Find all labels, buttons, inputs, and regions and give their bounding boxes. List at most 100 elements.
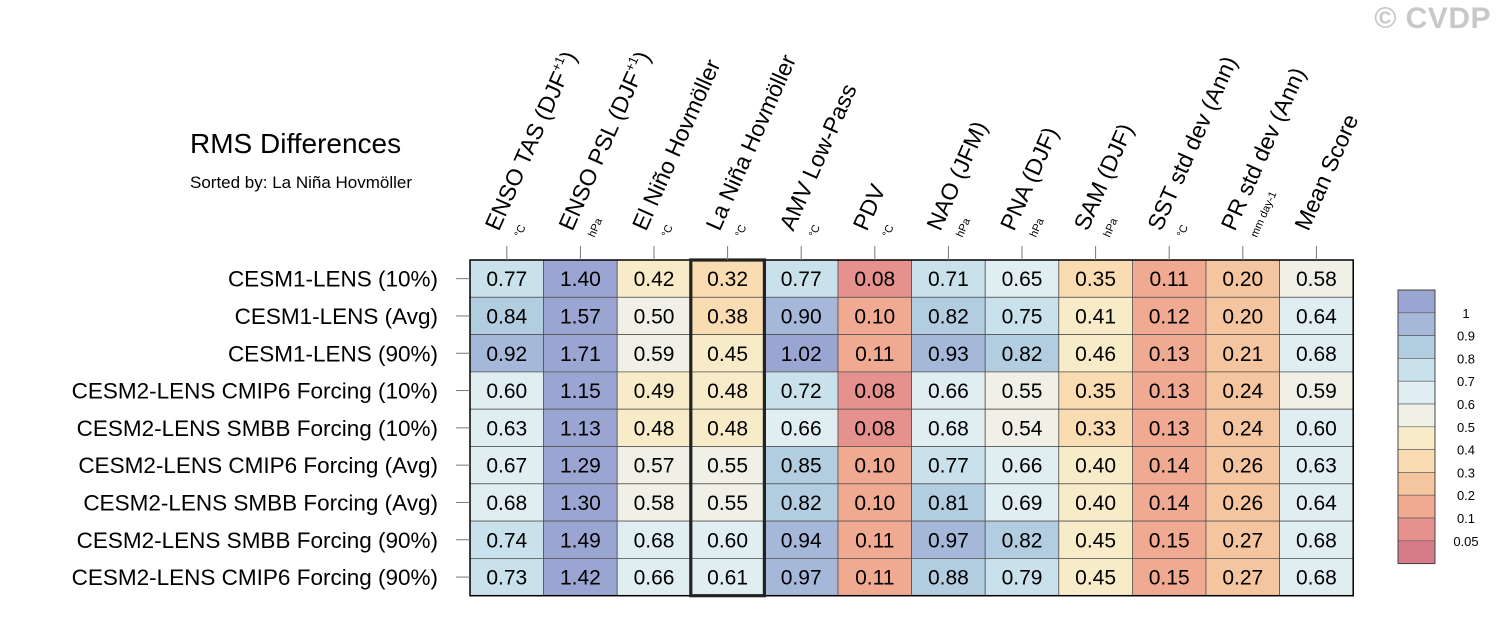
column-label: Mean Score	[1289, 110, 1363, 234]
column-label: NAO (JFM)	[921, 117, 992, 234]
heatmap-cell	[690, 446, 765, 485]
heatmap-cell	[1205, 296, 1280, 335]
heatmap-cell	[690, 334, 765, 373]
cell-value-label: 0.72	[781, 380, 822, 403]
cell-value-label: 0.45	[1075, 567, 1116, 590]
heatmap-cell	[469, 558, 544, 597]
column-unit-label: hPa	[586, 216, 605, 240]
heatmap-cell	[1205, 259, 1280, 298]
cell-value-label: 0.13	[1149, 417, 1190, 440]
colorbar-tick-label: 0.8	[1457, 351, 1475, 366]
cell-value-label: 0.74	[486, 529, 527, 552]
cell-value-label: 0.46	[1075, 343, 1116, 366]
cell-value-label: 0.97	[781, 567, 822, 590]
cell-value-label: 0.15	[1149, 529, 1190, 552]
cell-value-label: 0.08	[854, 417, 895, 440]
cell-value-label: 0.20	[1222, 305, 1263, 328]
heatmap-cell	[1058, 296, 1133, 335]
cell-value-label: 0.93	[928, 343, 969, 366]
column-unit-label: °C	[807, 223, 823, 239]
row-label: CESM2-LENS CMIP6 Forcing (90%)	[72, 565, 438, 590]
heatmap-cell	[837, 408, 912, 447]
cell-value-label: 1.30	[560, 492, 601, 515]
cell-value-label: 0.35	[1075, 380, 1116, 403]
cell-value-label: 0.64	[1296, 492, 1337, 515]
heatmap-cell	[469, 446, 544, 485]
cell-value-label: 1.57	[560, 305, 601, 328]
cell-value-label: 0.82	[1002, 529, 1043, 552]
cell-value-label: 0.82	[928, 305, 969, 328]
column-unit-label: °C	[733, 223, 749, 239]
cell-value-label: 0.50	[634, 305, 675, 328]
heatmap-cell	[984, 446, 1060, 485]
cell-value-label: 0.10	[854, 305, 895, 328]
heatmap-cell	[1205, 558, 1280, 597]
heatmap-cell	[1132, 408, 1207, 447]
row-label: CESM1-LENS (10%)	[228, 267, 438, 292]
heatmap-cell	[543, 483, 618, 522]
cell-value-label: 0.55	[707, 492, 748, 515]
cell-value-label: 0.54	[1002, 417, 1043, 440]
cell-value-label: 0.14	[1149, 455, 1190, 478]
heatmap-cell	[1205, 446, 1280, 485]
heatmap-cell	[690, 558, 765, 597]
colorbar-tick-label: 0.9	[1457, 329, 1475, 344]
cell-value-label: 0.58	[634, 492, 675, 515]
cell-value-label: 0.41	[1075, 305, 1116, 328]
cell-value-label: 0.77	[486, 268, 527, 291]
heatmap-cell	[837, 334, 912, 373]
column-unit-label: °C	[660, 223, 676, 239]
cell-value-label: 0.77	[781, 268, 822, 291]
cell-value-label: 0.14	[1149, 492, 1190, 515]
cell-value-label: 0.26	[1222, 455, 1263, 478]
colorbar-tick-label: 0.05	[1453, 534, 1478, 549]
heatmap-cell	[1279, 483, 1354, 522]
column-unit-label: hPa	[1101, 216, 1120, 240]
heatmap-cell	[1205, 483, 1280, 522]
heatmap-cell	[1205, 520, 1280, 559]
cell-value-label: 0.11	[855, 529, 894, 552]
colorbar-tick-label: 0.1	[1457, 511, 1475, 526]
cell-value-label: 0.55	[1002, 380, 1043, 403]
cell-value-label: 0.21	[1222, 343, 1263, 366]
cell-value-label: 0.40	[1075, 455, 1116, 478]
cell-value-label: 0.32	[707, 268, 748, 291]
cell-value-label: 0.81	[928, 492, 969, 515]
cell-value-label: 0.66	[781, 417, 822, 440]
heatmap-cell	[616, 371, 692, 410]
heatmap-cell	[690, 408, 765, 447]
cell-value-label: 0.35	[1075, 268, 1116, 291]
cell-value-label: 0.68	[486, 492, 527, 515]
heatmap-cell	[1279, 334, 1354, 373]
cell-value-label: 0.08	[854, 380, 895, 403]
column-label: SAM (DJF)	[1068, 120, 1138, 234]
cell-value-label: 0.27	[1222, 567, 1263, 590]
heatmap-cell	[764, 408, 839, 447]
cell-value-label: 0.57	[634, 455, 675, 478]
heatmap-cell	[764, 520, 839, 559]
heatmap-cell	[1058, 446, 1133, 485]
cell-value-label: 0.45	[707, 343, 748, 366]
cell-value-label: 0.45	[1075, 529, 1116, 552]
row-label: CESM2-LENS SMBB Forcing (90%)	[77, 528, 438, 553]
cell-value-label: 0.49	[634, 380, 675, 403]
cell-value-label: 0.11	[855, 343, 894, 366]
heatmap-cell	[1279, 408, 1354, 447]
cell-value-label: 0.20	[1222, 268, 1263, 291]
heatmap-cell	[1205, 371, 1280, 410]
heatmap-cell	[1132, 334, 1207, 373]
cell-value-label: 0.82	[1002, 343, 1043, 366]
cell-value-label: 0.60	[707, 529, 748, 552]
column-label: PNA (DJF)	[995, 123, 1063, 234]
colorbar-segment	[1397, 403, 1436, 428]
colorbar-segment	[1397, 312, 1436, 336]
heatmap-cell	[543, 259, 618, 298]
heatmap-cell	[764, 296, 839, 335]
cell-value-label: 0.24	[1222, 380, 1263, 403]
cell-value-label: 1.71	[560, 343, 601, 366]
heatmap-cell	[764, 483, 839, 522]
heatmap-cell	[984, 408, 1060, 447]
cell-value-label: 0.67	[486, 455, 527, 478]
heatmap-cell	[1205, 408, 1280, 447]
colorbar-segment	[1397, 289, 1436, 314]
